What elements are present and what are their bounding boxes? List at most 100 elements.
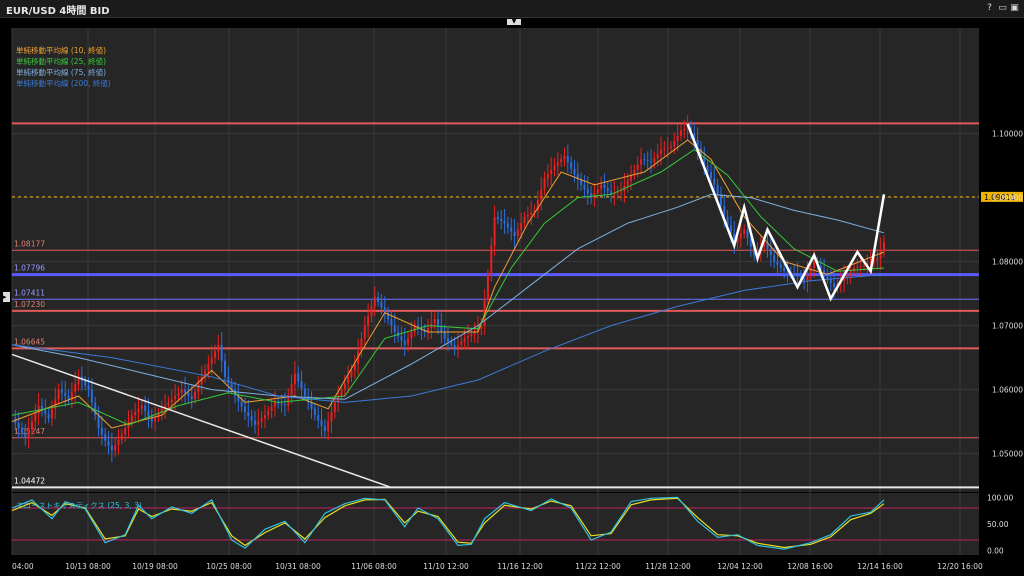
candle-body bbox=[367, 316, 370, 326]
candle-body bbox=[227, 376, 230, 384]
candle-body bbox=[546, 174, 549, 179]
candle-body bbox=[243, 406, 246, 412]
candle-body bbox=[64, 392, 67, 396]
candle-body bbox=[283, 404, 286, 406]
candle-body bbox=[230, 383, 233, 390]
candle-body bbox=[693, 133, 696, 140]
candle-body bbox=[646, 160, 649, 162]
candle-body bbox=[353, 364, 356, 371]
candle-body bbox=[333, 402, 336, 412]
y-tick-label: 1.08000 bbox=[992, 258, 1023, 267]
x-tick-label: 12/14 16:00 bbox=[857, 562, 903, 571]
candle-body bbox=[280, 403, 283, 405]
candle-body bbox=[556, 162, 559, 166]
candle-body bbox=[613, 193, 616, 195]
candle-body bbox=[480, 325, 483, 329]
candle-body bbox=[873, 260, 876, 262]
candle-body bbox=[310, 402, 313, 409]
candle-body bbox=[493, 216, 496, 246]
candle-body bbox=[636, 164, 639, 170]
trendline bbox=[11, 353, 392, 489]
candle-body bbox=[370, 306, 373, 316]
candle-body bbox=[633, 169, 636, 176]
legend-ma200: 単純移動平均線 (200, 終値) bbox=[16, 78, 111, 88]
candle-body bbox=[543, 178, 546, 190]
candle-body bbox=[859, 265, 862, 267]
candle-body bbox=[699, 148, 702, 158]
candle-body bbox=[713, 178, 716, 185]
legend-ma10: 単純移動平均線 (10, 終値) bbox=[16, 45, 106, 55]
legend-ma75: 単純移動平均線 (75, 終値) bbox=[16, 67, 106, 77]
minimize-button[interactable]: ▭ bbox=[998, 3, 1007, 13]
x-tick-label: 10/25 08:00 bbox=[206, 562, 252, 571]
candle-body bbox=[267, 410, 270, 416]
candle-body bbox=[753, 246, 756, 256]
x-tick-label: 10/31 08:00 bbox=[275, 562, 321, 571]
candle-body bbox=[513, 231, 516, 236]
candle-body bbox=[876, 258, 879, 260]
candle-body bbox=[806, 274, 809, 281]
candle-body bbox=[167, 402, 170, 406]
collapse-panel-icon[interactable]: ▼ bbox=[507, 19, 521, 25]
candle-body bbox=[783, 268, 786, 272]
candle-body bbox=[387, 312, 390, 320]
candle-body bbox=[626, 180, 629, 186]
candle-body bbox=[653, 158, 656, 163]
candle-body bbox=[157, 413, 160, 418]
candle-body bbox=[114, 445, 117, 451]
candle-body bbox=[703, 157, 706, 166]
oscillator-tick-label: 100.00 bbox=[987, 493, 1013, 502]
candle-body bbox=[140, 405, 143, 409]
candle-body bbox=[733, 233, 736, 243]
candle-body bbox=[34, 413, 37, 422]
candle-body bbox=[217, 344, 220, 352]
candle-body bbox=[540, 189, 543, 200]
candle-body bbox=[603, 184, 606, 188]
candle-body bbox=[610, 191, 613, 195]
candle-body bbox=[164, 405, 167, 409]
candle-body bbox=[719, 195, 722, 207]
candle-body bbox=[723, 206, 726, 217]
candle-body bbox=[170, 399, 173, 403]
candle-body bbox=[846, 274, 849, 278]
candle-body bbox=[247, 412, 250, 417]
candle-body bbox=[530, 212, 533, 215]
candle-body bbox=[743, 229, 746, 234]
candle-body bbox=[137, 408, 140, 412]
expand-side-panel-icon[interactable]: ▸ bbox=[3, 292, 10, 302]
candle-body bbox=[506, 223, 509, 228]
candle-body bbox=[683, 128, 686, 131]
candle-body bbox=[669, 146, 672, 148]
candle-body bbox=[746, 229, 749, 239]
maximize-button[interactable]: ▣ bbox=[1010, 3, 1019, 13]
candle-body bbox=[210, 357, 213, 364]
candle-body bbox=[879, 250, 882, 259]
candle-body bbox=[563, 156, 566, 160]
candle-body bbox=[17, 423, 20, 428]
candle-body bbox=[799, 276, 802, 279]
candle-body bbox=[40, 405, 43, 410]
price-level-label: 1.04472 bbox=[14, 476, 45, 485]
candle-body bbox=[749, 238, 752, 247]
candle-body bbox=[330, 412, 333, 422]
candle-body bbox=[110, 445, 113, 451]
x-tick-label: 11/16 12:00 bbox=[497, 562, 543, 571]
candle-body bbox=[187, 392, 190, 396]
candle-body bbox=[643, 159, 646, 161]
help-button[interactable]: ? bbox=[987, 3, 992, 13]
y-tick-label: 1.09000 bbox=[992, 194, 1023, 203]
candle-body bbox=[130, 415, 133, 422]
candle-body bbox=[550, 169, 553, 175]
candle-body bbox=[829, 278, 832, 283]
candle-body bbox=[293, 373, 296, 385]
candle-body bbox=[134, 412, 137, 416]
candle-body bbox=[263, 415, 266, 419]
candle-body bbox=[566, 156, 569, 163]
candle-body bbox=[676, 135, 679, 142]
candle-body bbox=[606, 188, 609, 192]
candle-body bbox=[686, 127, 689, 129]
x-tick-label: 12/04 12:00 bbox=[717, 562, 763, 571]
candle-body bbox=[660, 149, 663, 154]
candle-body bbox=[104, 434, 107, 441]
